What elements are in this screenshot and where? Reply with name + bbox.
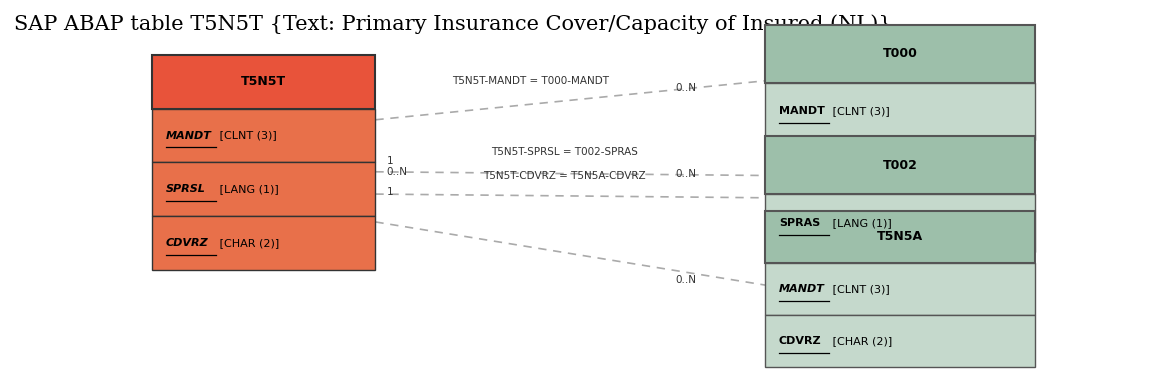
Text: 0..N: 0..N	[387, 167, 408, 177]
Text: T5N5A: T5N5A	[877, 230, 923, 243]
Text: [CLNT (3)]: [CLNT (3)]	[217, 130, 276, 141]
Text: 0..N: 0..N	[675, 169, 696, 179]
Text: SPRSL: SPRSL	[166, 184, 205, 195]
Text: 0..N: 0..N	[675, 83, 696, 93]
Text: CDVRZ: CDVRZ	[779, 336, 821, 346]
Text: T5N5T-MANDT = T000-MANDT: T5N5T-MANDT = T000-MANDT	[452, 77, 608, 86]
Text: [CLNT (3)]: [CLNT (3)]	[829, 284, 890, 294]
Text: [CLNT (3)]: [CLNT (3)]	[829, 106, 890, 116]
Text: 0..N: 0..N	[675, 274, 696, 285]
Text: [LANG (1)]: [LANG (1)]	[829, 218, 892, 228]
FancyBboxPatch shape	[765, 315, 1034, 367]
Text: [CHAR (2)]: [CHAR (2)]	[829, 336, 893, 346]
FancyBboxPatch shape	[765, 211, 1034, 263]
Text: [LANG (1)]: [LANG (1)]	[217, 184, 279, 195]
Text: SPRAS: SPRAS	[779, 218, 820, 228]
Text: CDVRZ: CDVRZ	[166, 238, 209, 248]
Text: MANDT: MANDT	[779, 106, 825, 116]
Text: MANDT: MANDT	[779, 284, 825, 294]
Text: T5N5T-SPRSL = T002-SPRAS: T5N5T-SPRSL = T002-SPRAS	[491, 147, 638, 157]
FancyBboxPatch shape	[765, 25, 1034, 83]
FancyBboxPatch shape	[765, 136, 1034, 194]
FancyBboxPatch shape	[765, 194, 1034, 251]
FancyBboxPatch shape	[152, 162, 376, 216]
Text: SAP ABAP table T5N5T {Text: Primary Insurance Cover/Capacity of Insured (NL)}: SAP ABAP table T5N5T {Text: Primary Insu…	[14, 14, 892, 34]
Text: [CHAR (2)]: [CHAR (2)]	[217, 238, 279, 248]
Text: T5N5T-CDVRZ = T5N5A-CDVRZ: T5N5T-CDVRZ = T5N5A-CDVRZ	[483, 171, 646, 181]
Text: MANDT: MANDT	[166, 130, 212, 141]
Text: T5N5T: T5N5T	[241, 75, 286, 88]
Text: T002: T002	[882, 159, 917, 172]
FancyBboxPatch shape	[152, 109, 376, 162]
FancyBboxPatch shape	[152, 216, 376, 270]
FancyBboxPatch shape	[152, 55, 376, 109]
Text: T000: T000	[882, 48, 917, 60]
Text: 1: 1	[387, 156, 394, 166]
FancyBboxPatch shape	[765, 83, 1034, 140]
FancyBboxPatch shape	[765, 263, 1034, 315]
Text: 1: 1	[387, 187, 394, 197]
